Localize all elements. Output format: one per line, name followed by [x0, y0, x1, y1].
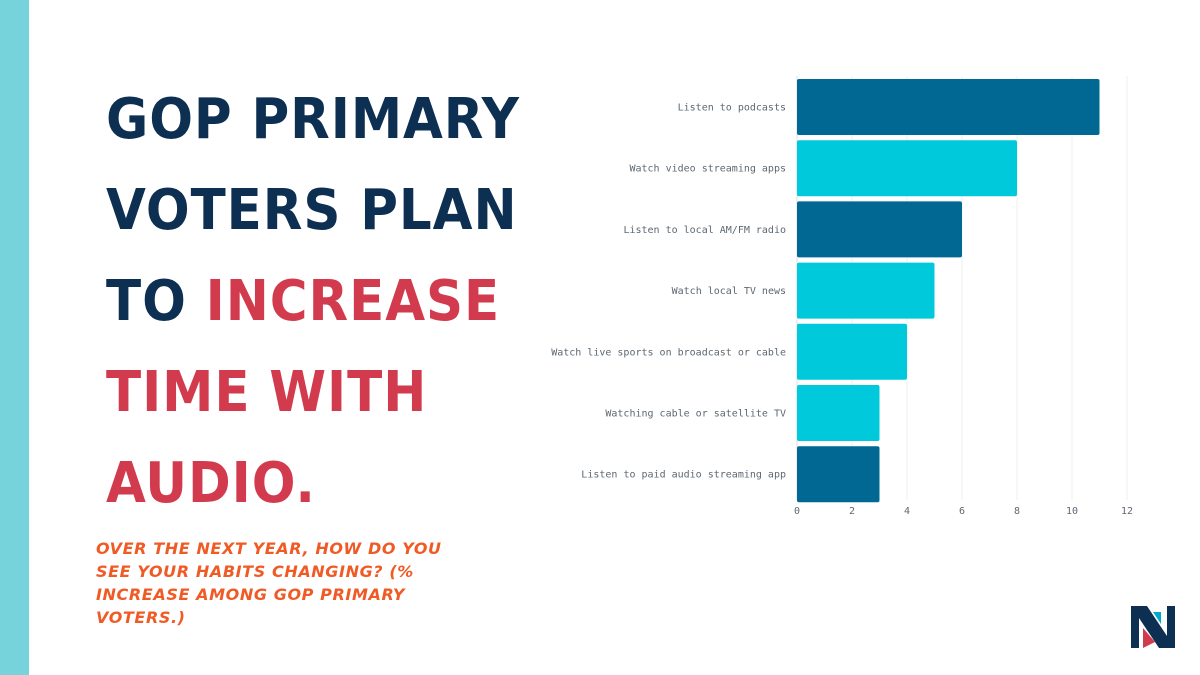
- x-tick-label-6: 6: [959, 506, 965, 517]
- chart-bars: [797, 79, 1100, 503]
- bar-6: [797, 385, 880, 441]
- headline-line-1: GOP PRIMARY: [106, 87, 520, 152]
- category-label-1: Listen to podcasts: [678, 103, 786, 114]
- x-tick-label-4: 4: [904, 506, 910, 517]
- headline-line-5: AUDIO.: [106, 451, 316, 516]
- bar-5: [797, 323, 907, 380]
- bar-3: [797, 201, 962, 258]
- chart-question-subtitle: OVER THE NEXT YEAR, HOW DO YOU SEE YOUR …: [96, 539, 442, 627]
- chart-category-labels: Listen to podcasts Watch video streaming …: [551, 103, 786, 481]
- page-title: GOP PRIMARY VOTERS PLAN TO INCREASE TIME…: [106, 74, 538, 529]
- n-monogram-logo-icon: [1131, 606, 1175, 648]
- category-label-4: Watch local TV news: [672, 286, 786, 297]
- x-tick-label-0: 0: [794, 506, 800, 517]
- headline-line-2: VOTERS PLAN: [106, 178, 518, 243]
- headline-line-4: TIME WITH: [106, 360, 428, 425]
- headline-line-3: TO INCREASE: [106, 256, 538, 347]
- bar-1: [797, 79, 1100, 135]
- bar-2: [797, 140, 1017, 197]
- x-tick-label-12: 12: [1121, 506, 1133, 517]
- x-tick-label-2: 2: [849, 506, 855, 517]
- side-accent-bar: [0, 0, 29, 675]
- bar-7: [797, 446, 880, 503]
- category-label-3: Listen to local AM/FM radio: [623, 225, 786, 236]
- x-tick-label-8: 8: [1014, 506, 1020, 517]
- category-label-2: Watch video streaming apps: [629, 164, 786, 175]
- bar-4: [797, 262, 935, 319]
- category-label-6: Watching cable or satellite TV: [605, 409, 786, 420]
- category-label-7: Listen to paid audio streaming app: [581, 470, 786, 481]
- x-tick-label-10: 10: [1066, 506, 1078, 517]
- headline-line-3-prefix: TO: [106, 269, 206, 334]
- chart-x-axis-ticks: 0 2 4 6 8 10 12: [794, 506, 1133, 517]
- headline-line-3-highlight: INCREASE: [205, 269, 501, 334]
- category-label-5: Watch live sports on broadcast or cable: [551, 347, 786, 358]
